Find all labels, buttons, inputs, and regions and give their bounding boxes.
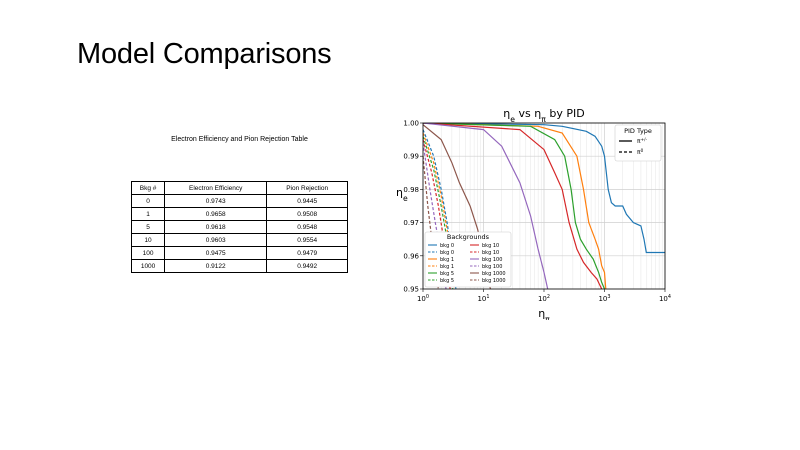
table-cell: 0.9479 [266, 246, 348, 260]
x-axis-label: ηπ [538, 307, 550, 320]
series-line-0 [423, 123, 665, 254]
table-cell: 0.9122 [164, 259, 268, 273]
backgrounds-legend-label: bkg 1000 [482, 271, 506, 277]
backgrounds-legend-label: bkg 0 [440, 250, 454, 256]
table-cell: 0 [130, 194, 166, 208]
chart-title: ηe vs ηπ by PID [503, 107, 584, 124]
table-cell: 0.9603 [164, 233, 268, 247]
efficiency-vs-rejection-chart: 100 101 102 103 104 0.95 0.96 0.97 0.98 0.99 1.00 η… [396, 107, 671, 320]
series-line-9 [423, 139, 451, 289]
backgrounds-legend-label: bkg 0 [440, 243, 454, 249]
y-tick-label: 0.99 [403, 153, 419, 161]
column-header-bkg: Bkg # [130, 181, 166, 195]
x-tick-label: 104 [659, 294, 671, 303]
y-tick-label: 0.97 [403, 219, 419, 227]
slide-title: Model Comparisons [77, 38, 332, 70]
series-line-1 [423, 123, 607, 289]
backgrounds-legend-label: bkg 100 [482, 264, 502, 270]
pid-legend-title: PID Type [624, 127, 652, 135]
table-cell: 0.9554 [266, 233, 348, 247]
table-cell: 0.9548 [266, 220, 348, 234]
table-row: 5 0.9618 0.9548 [130, 220, 348, 234]
table-row: 100 0.9475 0.9479 [130, 246, 348, 260]
table-header-row: Bkg # Electron Efficiency Pion Rejection [130, 181, 348, 195]
pid-legend-label: π0 [637, 148, 644, 157]
table-row: 1 0.9658 0.9508 [130, 207, 348, 221]
table-cell: 0.9508 [266, 207, 348, 221]
y-tick-label: 1.00 [403, 120, 419, 128]
backgrounds-legend-label: bkg 100 [482, 257, 502, 263]
pid-legend-label: π+/- [637, 137, 648, 146]
backgrounds-legend-label: bkg 1 [440, 264, 454, 270]
plot-frame [422, 122, 666, 290]
backgrounds-legend-label: bkg 10 [482, 250, 499, 256]
table-cell: 0.9743 [164, 194, 268, 208]
table-row: 0 0.9743 0.9445 [130, 194, 348, 208]
y-tick-label: 0.96 [403, 252, 419, 260]
x-tick-label: 100 [417, 294, 429, 303]
table-cell: 0.9658 [164, 207, 268, 221]
backgrounds-legend-box [424, 231, 512, 288]
table-row: 10 0.9603 0.9554 [130, 233, 348, 247]
table-cell: 0.9445 [266, 194, 348, 208]
series-line-2 [423, 123, 606, 289]
series-line-4 [423, 123, 549, 289]
table-cell: 1 [130, 207, 166, 221]
table-cell: 0.9475 [164, 246, 268, 260]
backgrounds-legend-label: bkg 10 [482, 243, 499, 249]
y-axis-label: ηe [396, 186, 408, 203]
x-tick-label: 103 [598, 294, 610, 303]
series-line-3 [423, 123, 603, 289]
table-row: 1000 0.9122 0.9492 [130, 259, 348, 273]
backgrounds-legend-label: bkg 1000 [482, 278, 506, 284]
column-header-pion-rejection: Pion Rejection [266, 181, 348, 195]
table-cell: 0.9618 [164, 220, 268, 234]
backgrounds-legend-title: Backgrounds [447, 233, 490, 241]
table-cell: 1000 [130, 259, 166, 273]
table-caption: Electron Efficiency and Pion Rejection T… [171, 136, 308, 143]
x-tick-label: 102 [538, 294, 550, 303]
backgrounds-legend-label: bkg 5 [440, 271, 454, 277]
table-cell: 100 [130, 246, 166, 260]
column-header-electron-efficiency: Electron Efficiency [164, 181, 268, 195]
y-tick-label: 0.98 [403, 186, 419, 194]
y-tick-label: 0.95 [403, 286, 419, 294]
x-tick-label: 101 [477, 294, 489, 303]
backgrounds-legend-label: bkg 5 [440, 278, 454, 284]
efficiency-rejection-table: Bkg # Electron Efficiency Pion Rejection… [130, 181, 348, 273]
table-cell: 10 [130, 233, 166, 247]
table-cell: 5 [130, 220, 166, 234]
table-cell: 0.9492 [266, 259, 348, 273]
backgrounds-legend-label: bkg 1 [440, 257, 454, 263]
